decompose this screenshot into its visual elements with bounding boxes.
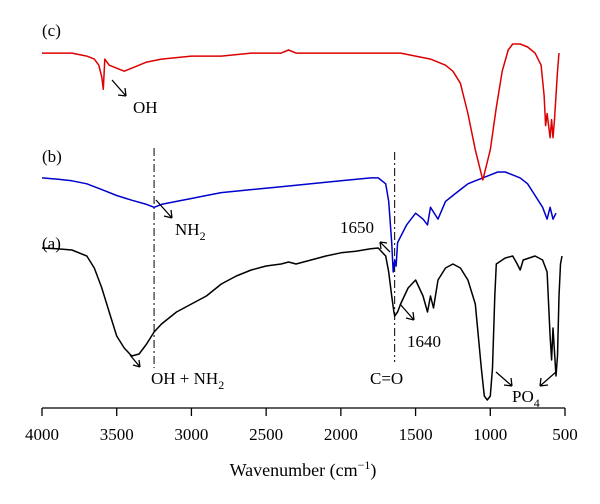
annotation-arrows (111, 79, 557, 387)
panel-label-c: (c) (42, 21, 61, 40)
label-oh-nh2-a-sub: 2 (218, 378, 224, 392)
arrow-po4-left (495, 371, 513, 387)
x-tick-label-3000: 3000 (174, 425, 208, 444)
x-tick-label-1500: 1500 (399, 425, 433, 444)
x-tick-label-4000: 4000 (25, 425, 59, 444)
x-tick-label-1000: 1000 (473, 425, 507, 444)
label-po4-sub: 4 (534, 396, 540, 410)
label-1650: 1650 (340, 218, 374, 237)
label-nh2-b-main: NH (175, 220, 200, 239)
arrow-1650 (379, 241, 391, 253)
spectra (41, 43, 563, 401)
x-tick-label-2000: 2000 (324, 425, 358, 444)
arrow-po4-right (539, 371, 557, 387)
x-tick-label-500: 500 (552, 425, 578, 444)
x-axis-title-main: Wavenumber (cm (230, 460, 358, 481)
label-co: C=O (370, 369, 403, 388)
label-oh-nh2-a-main: OH + NH (151, 369, 218, 388)
series-line-b (41, 171, 557, 273)
x-tick-label-3500: 3500 (100, 425, 134, 444)
label-po4-main: PO (512, 387, 534, 406)
label-oh-nh2-a: OH + NH2 (151, 369, 224, 392)
label-po4: PO4 (512, 387, 540, 410)
x-axis-title-close: ) (370, 460, 376, 481)
series-line-a (41, 247, 563, 401)
x-axis-title-sup: −1 (358, 458, 371, 472)
arrow-oh-nh2-a (129, 354, 141, 368)
arrow-nh2-b (155, 199, 173, 219)
guide-lines (153, 148, 396, 368)
label-oh-c: OH (133, 98, 158, 117)
x-axis-tick-labels: 4000 3500 3000 2500 2000 1500 1000 500 (25, 425, 578, 444)
label-nh2-b: NH2 (175, 220, 206, 243)
x-axis-title: Wavenumber (cm−1) (230, 458, 377, 481)
x-tick-label-2500: 2500 (249, 425, 283, 444)
arrow-oh-c (111, 79, 127, 97)
label-1640: 1640 (407, 332, 441, 351)
arrow-1640 (399, 303, 415, 321)
panel-label-b: (b) (42, 147, 62, 166)
panel-label-a: (a) (42, 234, 61, 253)
label-nh2-b-sub: 2 (200, 229, 206, 243)
series-line-c (42, 43, 560, 181)
x-axis-ticks (41, 408, 566, 416)
